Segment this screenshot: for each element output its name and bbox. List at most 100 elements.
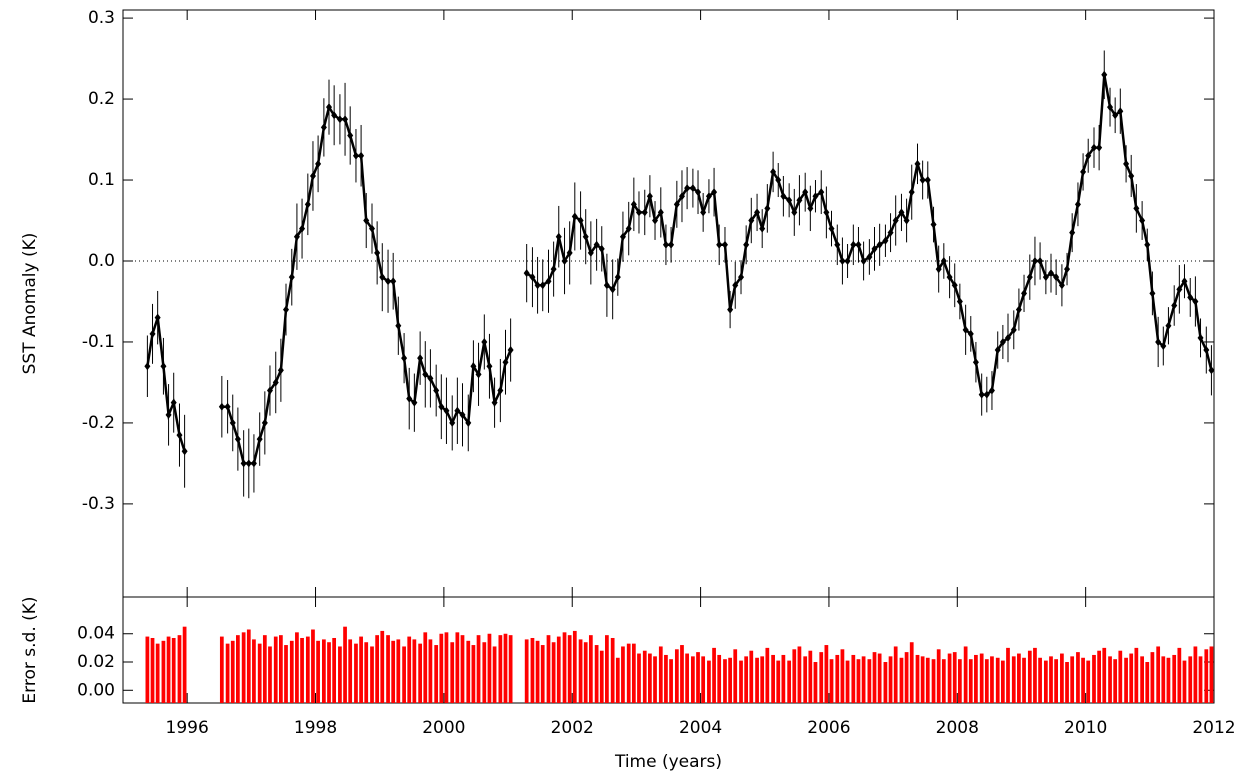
data-point [972, 358, 979, 367]
bar [781, 654, 786, 703]
y-axis-label: SST Anomaly (K) [20, 233, 40, 375]
data-point [1010, 325, 1017, 334]
bar [915, 654, 920, 703]
data-point [555, 232, 562, 241]
data-point [635, 208, 642, 217]
data-point [336, 115, 343, 124]
bar [1102, 647, 1107, 703]
data-point [1096, 143, 1103, 152]
bar [402, 646, 406, 703]
bar [776, 660, 781, 703]
data-point [320, 123, 327, 132]
data-point [711, 188, 718, 197]
data-point [834, 240, 841, 249]
data-point [1181, 277, 1188, 286]
data-point [1031, 256, 1038, 265]
bar [931, 659, 936, 703]
bar [1097, 650, 1101, 703]
data-point [433, 386, 440, 395]
data-point [352, 151, 359, 160]
plot-frame [122, 596, 1215, 704]
bar [648, 653, 652, 703]
data-point [507, 346, 514, 355]
bar [851, 654, 856, 703]
data-point [657, 208, 664, 217]
data-point [331, 111, 338, 120]
bar [728, 657, 732, 703]
data-point [1064, 265, 1071, 274]
bar [1060, 653, 1064, 703]
bar [1140, 656, 1144, 703]
y-tick-label: 0.3 [88, 8, 115, 28]
bar [412, 639, 417, 703]
data-point [882, 236, 889, 245]
data-point [999, 337, 1006, 346]
data-point [871, 244, 878, 253]
data-point [855, 240, 862, 249]
y-tick-label: 0.0 [88, 251, 115, 271]
data-point [529, 273, 536, 282]
bar [605, 635, 609, 703]
data-point [358, 151, 365, 160]
bar [572, 630, 577, 703]
data-point [678, 192, 685, 201]
data-point [614, 273, 621, 282]
bar [696, 652, 700, 703]
bar [1188, 656, 1193, 703]
bar [792, 649, 797, 703]
bar [829, 659, 834, 703]
bar [348, 639, 353, 703]
data-point [181, 447, 188, 456]
bar [418, 643, 423, 703]
data-point [598, 244, 605, 253]
data-point [438, 402, 445, 411]
data-point [850, 240, 857, 249]
data-point [1112, 111, 1119, 120]
bar [658, 646, 663, 703]
bar [840, 649, 845, 703]
bar [872, 652, 877, 703]
data-point [898, 208, 905, 217]
bar [476, 635, 481, 703]
bar [364, 642, 369, 703]
bar [1134, 647, 1139, 703]
x-tick-label: 2006 [807, 718, 850, 738]
data-point [1139, 216, 1146, 225]
bar [396, 639, 401, 703]
data-point [261, 418, 268, 427]
data-point [395, 321, 402, 330]
bar [171, 637, 176, 703]
data-point [839, 256, 846, 265]
bar [236, 635, 240, 703]
data-point [454, 406, 461, 415]
data-point [1074, 200, 1081, 209]
data-point [743, 240, 750, 249]
data-point [369, 224, 376, 233]
bar [712, 647, 716, 703]
bar [150, 637, 155, 703]
bar [968, 659, 973, 703]
bar [370, 646, 374, 703]
data-point [475, 370, 482, 379]
data-point [748, 216, 755, 225]
bar [1054, 659, 1058, 703]
bar [685, 653, 689, 703]
data-point [283, 305, 290, 314]
bar [161, 640, 166, 703]
bar [883, 662, 888, 703]
data-point [1117, 107, 1124, 116]
bar [444, 632, 449, 703]
data-point [1021, 289, 1028, 298]
data-point [523, 269, 530, 278]
bar [760, 656, 765, 703]
data-point [1133, 204, 1140, 213]
data-point [470, 362, 477, 371]
data-point [988, 386, 995, 395]
bar [952, 652, 957, 703]
bar [423, 632, 428, 703]
data-point [807, 204, 814, 213]
bar [338, 646, 342, 703]
data-point [956, 297, 963, 306]
data-point [1144, 240, 1151, 249]
data-point [1004, 333, 1011, 342]
